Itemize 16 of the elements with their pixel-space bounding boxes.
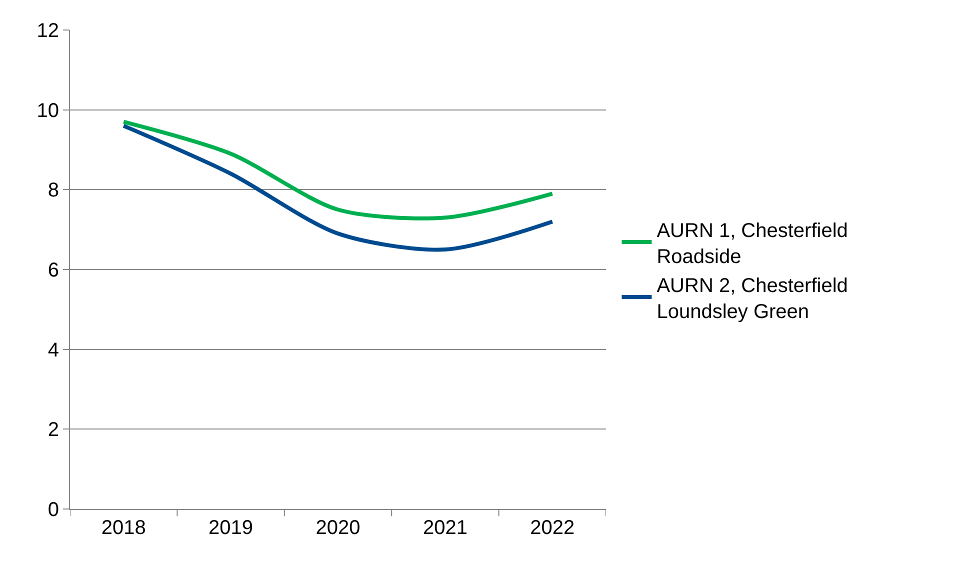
x-tick-label: 2021 — [422, 517, 468, 539]
line-series — [122, 124, 554, 252]
y-tick-label: 12 — [36, 20, 59, 42]
x-tick-label: 2020 — [316, 517, 360, 539]
y-tick-label: 2 — [48, 419, 59, 442]
x-tick-label: 2019 — [208, 517, 254, 539]
legend-label: AURN 1, Chesterfield Roadside — [656, 220, 848, 268]
y-tick-label: 4 — [48, 339, 59, 362]
y-tick-label: 6 — [48, 260, 59, 282]
x-tick-label: 2022 — [530, 517, 575, 539]
y-tick-label: 0 — [48, 499, 59, 521]
y-tick-label: 8 — [48, 180, 59, 202]
line-series — [122, 120, 554, 220]
legend-label: AURN 2, Chesterfield Loundsley Green — [656, 274, 848, 323]
x-tick-label: 2018 — [101, 517, 146, 539]
y-tick-label: 10 — [36, 100, 59, 122]
